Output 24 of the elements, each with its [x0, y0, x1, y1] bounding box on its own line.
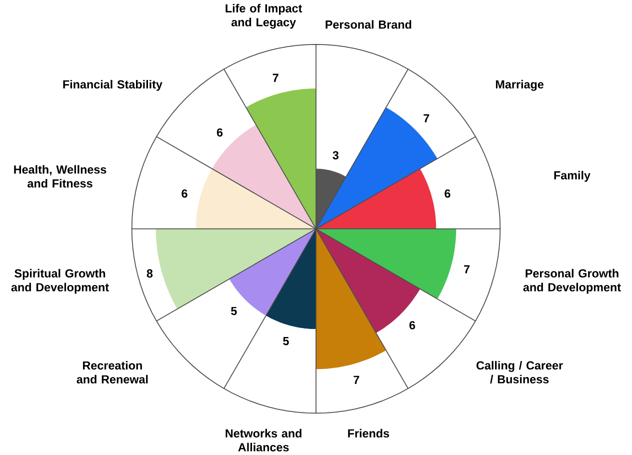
data-label: 6 — [182, 189, 188, 198]
data-label: 5 — [231, 306, 237, 315]
data-label: 6 — [444, 189, 450, 198]
category-label: Calling / Career / Business — [476, 360, 563, 384]
category-label: Recreation and Renewal — [76, 360, 148, 384]
data-label: 7 — [424, 114, 430, 122]
category-label: Personal Brand — [326, 20, 412, 29]
data-label: 6 — [216, 128, 223, 136]
data-label: 3 — [332, 150, 339, 160]
category-label: Personal Growth and Development — [523, 268, 621, 294]
category-label: Friends — [348, 428, 390, 438]
data-label: 6 — [409, 320, 416, 330]
data-label: 5 — [283, 336, 289, 346]
category-label: Financial Stability — [63, 80, 162, 91]
category-label: Marriage — [496, 80, 544, 91]
data-label: 8 — [146, 269, 153, 278]
category-label: Networks and Alliances — [226, 428, 302, 452]
data-label: 7 — [354, 376, 360, 384]
data-label: 7 — [464, 265, 470, 274]
category-label: Family — [554, 170, 590, 182]
category-label: Health, Wellness and Fitness — [14, 164, 106, 188]
data-label: 7 — [272, 74, 278, 82]
category-label: Life of Impact and Legacy — [226, 4, 302, 29]
category-label: Spiritual Growth and Development — [11, 268, 109, 294]
